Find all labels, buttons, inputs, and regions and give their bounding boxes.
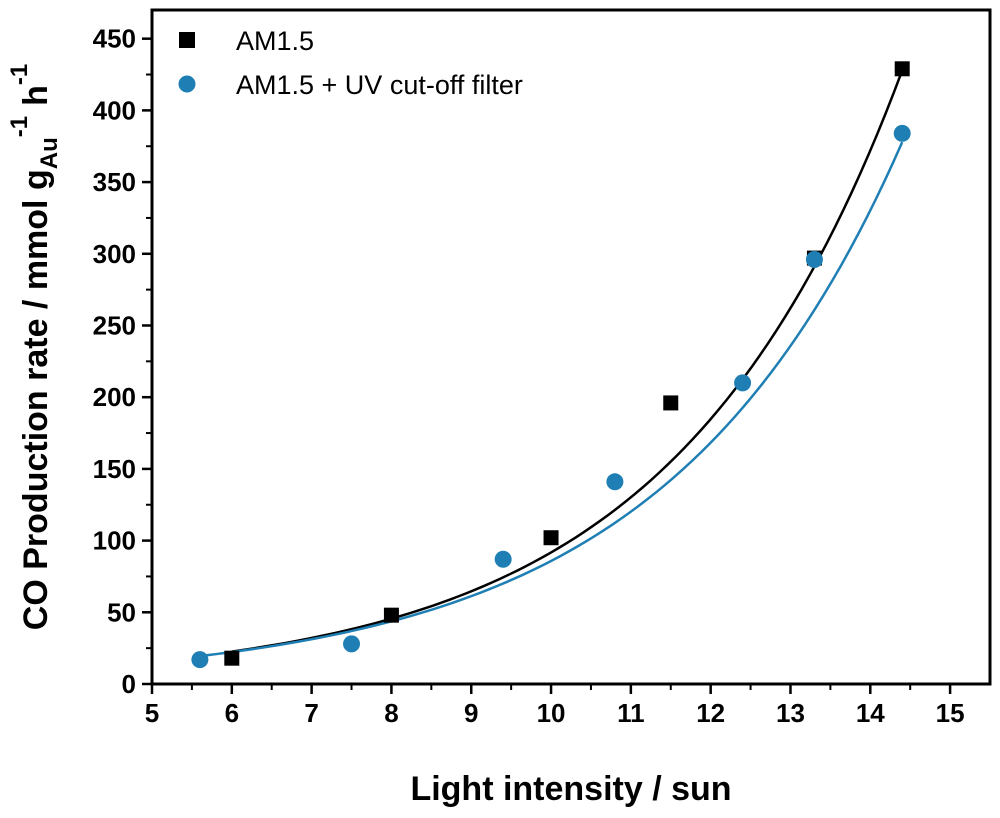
point-series-1	[494, 550, 512, 568]
y-tick-label: 300	[93, 239, 136, 269]
x-tick-label: 12	[696, 698, 725, 728]
point-series-0	[224, 650, 240, 666]
x-axis-title: Light intensity / sun	[410, 770, 731, 808]
x-tick-label: 11	[617, 698, 645, 728]
y-axis-title: CO Production rate / mmol gAu-1h-1	[6, 64, 63, 630]
y-tick-label: 200	[93, 382, 136, 412]
ticks-layer: 5 6 7 8 9 10 11 12 13 14 1505010015020025030035040…	[93, 24, 965, 728]
x-tick-label: 9	[464, 698, 478, 728]
x-tick-label: 8	[384, 698, 398, 728]
y-tick-label: 450	[93, 24, 136, 54]
data-points	[191, 61, 911, 669]
point-series-1	[343, 635, 361, 653]
y-axis-title-sup: -1	[6, 116, 33, 137]
y-tick-label: 350	[93, 167, 136, 197]
point-series-1	[893, 124, 911, 142]
y-axis-title-unit: h	[17, 85, 55, 106]
y-tick-label: 100	[93, 526, 136, 556]
point-series-0	[663, 395, 679, 411]
fit-curve-0	[231, 69, 904, 653]
y-tick-label: 0	[122, 669, 136, 699]
legend: AM1.5 AM1.5 + UV cut-off filter	[178, 26, 523, 100]
point-series-0	[543, 530, 559, 546]
x-tick-label: 15	[936, 698, 965, 728]
point-series-1	[191, 651, 209, 669]
point-series-1	[606, 473, 624, 491]
legend-label-uv-filter: AM1.5 + UV cut-off filter	[236, 70, 523, 100]
legend-marker-uv-filter	[178, 75, 196, 93]
fit-curves	[199, 69, 904, 658]
x-tick-label: 6	[225, 698, 239, 728]
x-tick-label: 7	[304, 698, 318, 728]
point-series-0	[383, 607, 399, 623]
legend-label-am15: AM1.5	[236, 26, 314, 56]
y-tick-label: 50	[107, 597, 136, 627]
plot-frame	[150, 8, 992, 686]
point-series-1	[734, 374, 752, 392]
y-axis-title-main: CO Production rate / mmol g	[17, 169, 55, 630]
fit-curve-1	[199, 141, 904, 658]
x-tick-label: 10	[537, 698, 566, 728]
y-axis-title-unit-sup: -1	[6, 64, 33, 85]
y-axis-title-sub: Au	[36, 137, 63, 169]
y-tick-label: 250	[93, 310, 136, 340]
x-tick-label: 14	[856, 698, 885, 728]
point-series-1	[805, 251, 823, 269]
x-tick-label: 5	[145, 698, 159, 728]
x-tick-label: 13	[776, 698, 805, 728]
legend-marker-am15	[179, 32, 195, 48]
point-series-0	[894, 61, 910, 77]
y-tick-label: 400	[93, 95, 136, 125]
y-tick-label: 150	[93, 454, 136, 484]
